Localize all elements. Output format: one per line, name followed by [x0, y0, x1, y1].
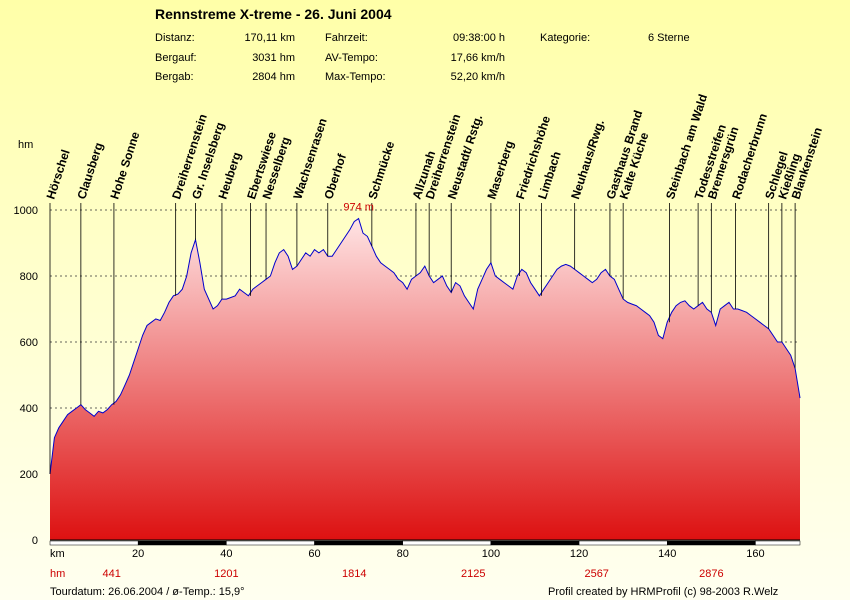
page-title: Rennstreme X-treme - 26. Juni 2004 — [155, 6, 392, 22]
waypoint-label: Maserberg — [484, 139, 516, 201]
x-axis-segment — [666, 540, 756, 546]
x-axis-segment — [226, 540, 315, 546]
x-axis-segment — [137, 540, 227, 546]
x-axis-label: km — [50, 548, 65, 560]
waypoint-label: Schmücke — [365, 139, 397, 201]
x-axis-segment — [755, 540, 801, 546]
x-axis-segment — [490, 540, 580, 546]
ascent-value-label: 2876 — [699, 568, 723, 580]
x-tick-label: 120 — [570, 548, 588, 560]
y-tick-label: 0 — [32, 535, 38, 547]
x-tick-label: 20 — [132, 548, 144, 560]
max-speed-label: Max-Tempo: — [325, 71, 386, 83]
waypoint-label: Neuhaus/Rwg. — [568, 118, 607, 201]
x-axis-segment — [49, 540, 139, 546]
x-tick-label: 140 — [658, 548, 676, 560]
x-tick-label: 60 — [308, 548, 320, 560]
ascent-row-label: hm — [50, 568, 65, 580]
max-elevation-label: 974 m — [343, 202, 374, 214]
ascent-value-label: 2125 — [461, 568, 485, 580]
descent-value: 2804 hm — [252, 71, 295, 83]
ascent-value: 3031 hm — [252, 52, 295, 64]
category-label: Kategorie: — [540, 32, 591, 44]
ascent-label: Bergauf: — [155, 52, 197, 64]
waypoint-label: Clausberg — [74, 141, 105, 201]
time-label: Fahrzeit: — [325, 32, 368, 44]
waypoint-label: Hörschel — [44, 148, 73, 201]
credit-footer: Profil created by HRMProfil (c) 98-2003 … — [548, 586, 779, 598]
distance-label: Distanz: — [155, 32, 195, 44]
x-axis-segment — [578, 540, 668, 546]
ascent-value-label: 1814 — [342, 568, 366, 580]
y-tick-label: 800 — [20, 271, 38, 283]
max-speed-value: 52,20 km/h — [450, 71, 505, 83]
y-tick-label: 1000 — [14, 205, 38, 217]
tour-date-footer: Tourdatum: 26.06.2004 / ø-Temp.: 15,9° — [50, 586, 245, 598]
waypoint-label: Rodacherbrunn — [729, 112, 770, 201]
x-tick-label: 100 — [482, 548, 500, 560]
avg-speed-value: 17,66 km/h — [450, 52, 505, 64]
y-tick-label: 400 — [20, 403, 38, 415]
waypoint-label: Hohe Sonne — [107, 130, 142, 201]
ascent-value-label: 1201 — [214, 568, 238, 580]
y-tick-label: 600 — [20, 337, 38, 349]
avg-speed-label: AV-Tempo: — [325, 52, 378, 64]
time-value: 09:38:00 h — [453, 32, 505, 44]
x-axis-segment — [402, 540, 492, 546]
ascent-value-label: 2567 — [584, 568, 608, 580]
elevation-area — [50, 218, 800, 540]
waypoint-label: Heuberg — [215, 150, 243, 201]
descent-label: Bergab: — [155, 71, 194, 83]
x-axis-segment — [314, 540, 403, 546]
distance-value: 170,11 km — [244, 32, 295, 44]
y-axis-label: hm — [18, 139, 33, 151]
y-tick-label: 200 — [20, 469, 38, 481]
ascent-value-label: 441 — [103, 568, 121, 580]
x-tick-label: 160 — [746, 548, 764, 560]
x-tick-label: 80 — [397, 548, 409, 560]
category-value: 6 Sterne — [648, 32, 690, 44]
waypoint-label: Oberhof — [321, 151, 349, 201]
x-tick-label: 40 — [220, 548, 232, 560]
